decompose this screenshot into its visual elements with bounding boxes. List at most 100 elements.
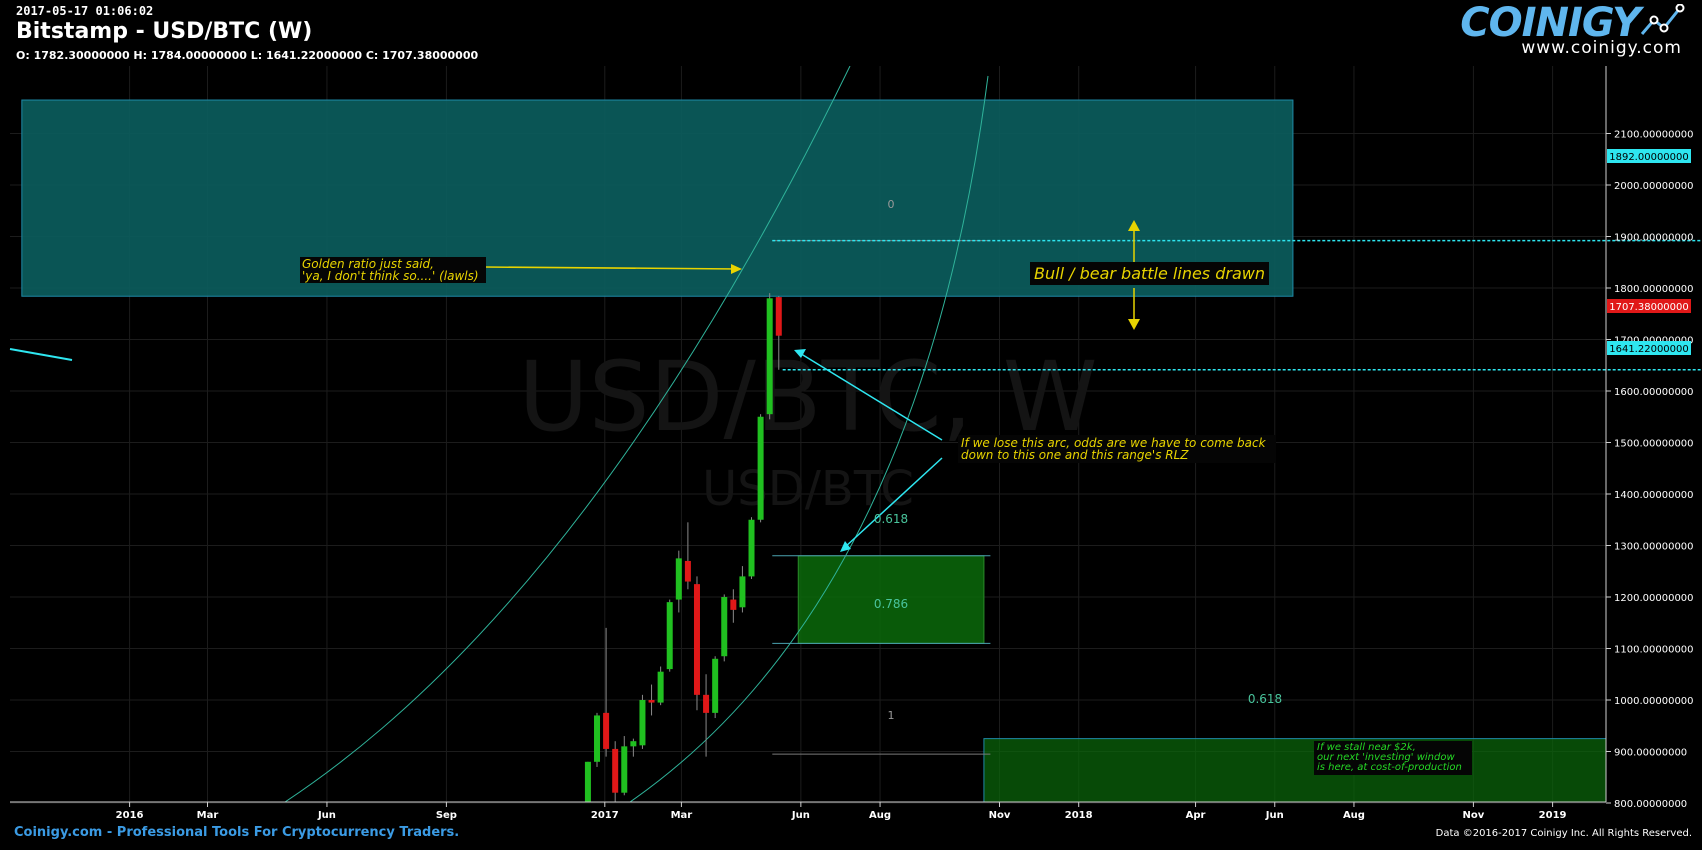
candle-body [630,741,637,747]
y-tick-label: 1000.00000000 [1614,696,1694,707]
cyan-arrow-upper [797,351,943,441]
candle-body [712,658,719,713]
annotation-arc: If we lose this arc, odds are we have to… [958,435,1276,463]
y-tick-label: 1900.00000000 [1614,233,1694,244]
x-tick-label: Apr [1186,810,1206,821]
watermark-main: USD/BTC, W [518,341,1097,453]
x-tick-label: Mar [671,810,693,821]
footer-copyright: Data ©2016-2017 Coinigy Inc. All Rights … [1435,828,1692,839]
y-tick-label: 1300.00000000 [1614,542,1694,553]
y-tick-label: 1800.00000000 [1614,284,1694,295]
logo-name: COINIGY [1460,0,1641,46]
fib-label-1: 1 [888,709,895,722]
y-tick-label: 900.00000000 [1614,748,1687,759]
fib-arcs [284,66,989,802]
chart-line-icon [1640,4,1685,35]
y-tick-label: 1500.00000000 [1614,439,1694,450]
candle-body [657,671,664,703]
chart-header: 2017-05-17 01:06:02 Bitstamp - USD/BTC (… [0,0,1702,66]
horizontal-lines [772,239,1701,371]
y-tick-label: 1200.00000000 [1614,593,1694,604]
price-tag-top: 1892.00000000 [1609,152,1689,163]
annotation-bull-bear: Bull / bear battle lines drawn [1030,262,1269,285]
candle-body [584,761,591,802]
x-tick-label: 2018 [1065,810,1093,821]
x-tick-label: Aug [1343,810,1365,821]
candle-body [612,748,619,793]
candle-body [648,700,655,703]
candle-body [567,818,573,827]
y-tick-label: 1100.00000000 [1614,645,1694,656]
candle-body [703,694,710,713]
x-axis: 2016 Mar Jun Sep 2017 Mar Jun Aug Nov 2018 Apr Jun A… [10,801,1606,821]
watermark-sub: USD/BTC [702,461,914,517]
yellow-arrow-head-down [1128,319,1140,330]
x-tick-label: Nov [989,810,1011,821]
x-tick-label: Nov [1463,810,1485,821]
candle-body [558,828,564,834]
fib-arc-inner [629,75,989,802]
price-tag-current-bg [1607,299,1691,313]
yellow-arrow-head-golden [731,264,742,274]
x-tick-label: 2017 [591,810,619,821]
annotation-golden-ratio: Golden ratio just said, 'ya, I don't thi… [300,257,486,283]
candle-body [693,584,700,695]
candle-body [639,700,646,746]
fib-label-0786: 0.786 [874,597,908,611]
chart-title: Bitstamp - USD/BTC (W) [16,19,313,44]
candle-body [576,813,582,821]
candle-body [775,297,782,336]
cyan-arrow-head-lower [840,541,851,552]
drawings [9,220,1140,552]
candle-body [666,602,673,670]
candle-body [603,712,610,749]
y-axis: 800.00000000 900.00000000 1000.00000000 110… [1605,66,1694,810]
y-tick-label: 2100.00000000 [1614,130,1694,141]
x-tick-label: 2016 [116,810,144,821]
annotation-stall: If we stall near $2k, our next 'investin… [1314,741,1472,775]
fib-text-labels: 0 0.618 0.786 1 0.618 [874,198,1282,722]
candle-body [757,416,764,520]
candle-body [594,715,601,762]
candle-body [340,818,346,823]
candle-body [766,298,773,415]
x-tick-label: Jun [791,810,810,821]
fib-label-0: 0 [888,198,895,211]
y-tick-label: 1400.00000000 [1614,490,1694,501]
candle-body [684,560,691,582]
x-tick-label: Mar [197,810,219,821]
cyan-arrow-head-upper [794,349,806,358]
candles [340,293,782,837]
footer-tagline[interactable]: Coinigy.com - Professional Tools For Cry… [14,825,460,840]
candle-body [748,519,755,577]
candle-body [730,599,737,610]
x-tick-label: Sep [436,810,457,821]
ohlc-readout: O: 1782.30000000 H: 1784.00000000 L: 164… [16,49,479,62]
candle-body [549,834,555,837]
y-tick-label: 800.00000000 [1614,799,1687,810]
y-tick-label: 1600.00000000 [1614,387,1694,398]
cyan-trend-segment [9,348,73,361]
price-tags: 1892.00000000 1707.38000000 1641.2200000… [1607,149,1691,355]
x-tick-label: 2019 [1539,810,1567,821]
coinigy-logo[interactable]: COINIGY www.coinigy.com [1460,0,1692,60]
x-tick-label: Jun [317,810,336,821]
price-tag-low-bg [1607,341,1691,355]
fib-label-0618-lower: 0.618 [1248,692,1282,706]
candle-body [721,597,728,657]
fib-label-0618: 0.618 [874,512,908,526]
candle-body [675,558,682,600]
x-tick-label: Jun [1265,810,1284,821]
fib-arc-outer [284,66,851,802]
price-tag-top-bg [1607,149,1691,163]
candle-body [739,576,746,608]
yellow-arrow-golden [483,266,741,270]
yellow-arrow-head-up [1128,220,1140,231]
candle-body [621,746,628,793]
zone-cost-of-production [983,738,1606,802]
cyan-arrow-lower [843,457,943,549]
logo-url: www.coinigy.com [1521,38,1682,58]
zone-fib-618-786 [797,555,985,644]
timestamp: 2017-05-17 01:06:02 [16,4,154,18]
